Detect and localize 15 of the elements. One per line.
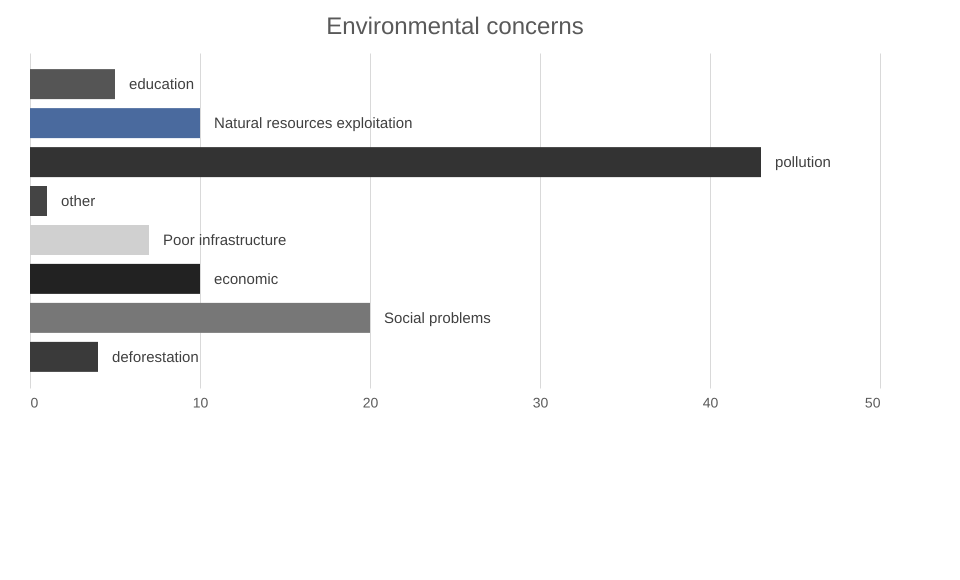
- y-tick-label: pollution: [775, 154, 831, 172]
- x-tick-label: 10: [192, 394, 208, 410]
- y-tick-label: Poor infrastructure: [163, 232, 286, 249]
- y-tick-label: Natural resources exploitation: [214, 115, 412, 132]
- x-tick-label: 20: [362, 394, 378, 410]
- x-tick-label: 30: [532, 394, 548, 410]
- y-tick-label: deforestation: [112, 348, 199, 366]
- y-tick-label: education: [129, 76, 194, 94]
- x-tick-label: 0: [30, 394, 38, 410]
- x-tick-label: 40: [702, 394, 718, 410]
- y-tick-label: economic: [214, 270, 279, 288]
- x-tick-label: 50: [864, 394, 881, 410]
- y-tick-label: other: [61, 193, 96, 210]
- chart-title: Environmental concerns: [326, 13, 584, 40]
- y-tick-label: Social problems: [384, 310, 491, 327]
